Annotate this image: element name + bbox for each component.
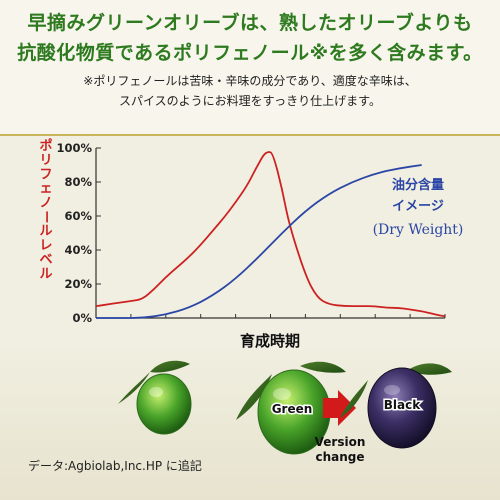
headline-line-1: 早摘みグリーンオリーブは、熟したオリーブよりも (27, 12, 473, 34)
small-green-olive-illustration (118, 360, 192, 435)
green-olive-illustration (236, 361, 346, 455)
x-axis-label: 育成時期 (240, 332, 300, 350)
y-axis-label-glyph: レ (39, 238, 52, 253)
y-axis-label-glyph: ポ (39, 138, 52, 154)
version-change-line-1: Version (315, 435, 366, 449)
y-axis-label-glyph: ル (39, 267, 52, 282)
y-tick-label: 0% (72, 311, 92, 325)
series-polyphenol-line (95, 151, 446, 318)
y-axis-label-glyph: ー (38, 210, 53, 223)
y-tick-label: 60% (64, 209, 92, 223)
oil-annotation-line-2: イメージ (392, 199, 444, 214)
version-change-line-2: change (315, 450, 364, 464)
note-line-1: ※ポリフェノールは苦味・辛味の成分であり、適度な辛味は、 (83, 74, 417, 88)
y-axis-label-glyph: ベ (39, 253, 52, 268)
black-label: Black (384, 398, 421, 412)
y-axis-label-glyph: ノ (39, 196, 52, 211)
y-tick-label: 100% (56, 141, 92, 155)
y-tick-label: 40% (64, 243, 92, 257)
black-olive-illustration (340, 363, 452, 449)
oil-annotation-line-1: 油分含量 (392, 177, 444, 193)
y-tick-label: 20% (64, 277, 92, 291)
y-axis-label-glyph: フ (39, 167, 52, 182)
green-label: Green (272, 402, 313, 416)
y-ticks: 0% 20% 40% 60% 80% 100% (56, 141, 101, 325)
data-source: データ:Agbiolab,Inc.HP に追記 (28, 458, 202, 473)
arrow-icon (323, 390, 356, 426)
headline-line-2: 抗酸化物質であるポリフェノール※を多く含みます。 (17, 42, 483, 64)
y-axis-label-glyph: ェ (39, 182, 52, 197)
note-line-2: スパイスのようにお料理をすっきり仕上げます。 (119, 94, 381, 108)
y-axis-label-glyph: リ (39, 153, 52, 168)
series-oil-content-line (96, 164, 422, 319)
y-tick-label: 80% (64, 175, 92, 189)
header-panel (0, 0, 500, 136)
oil-annotation-line-3: (Dry Weight) (373, 222, 464, 238)
y-axis-label-glyph: ル (39, 224, 52, 239)
